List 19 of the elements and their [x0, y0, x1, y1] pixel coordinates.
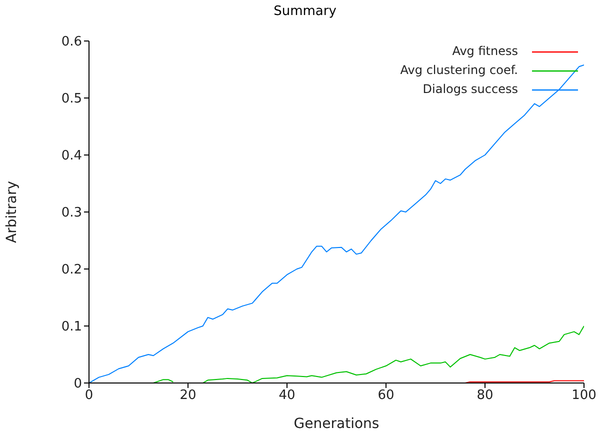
- y-tick-label: 0.5: [61, 92, 82, 107]
- x-tick-label: 100: [572, 388, 596, 404]
- legend-label: Avg fitness: [452, 43, 518, 60]
- y-tick-label: 0.3: [61, 206, 82, 221]
- y-tick-label: 0.2: [61, 262, 82, 278]
- y-tick-label: 0.6: [61, 34, 82, 50]
- y-tick-label: 0.4: [61, 148, 82, 164]
- x-tick-label: 60: [378, 388, 394, 404]
- y-tick-label: 0.1: [61, 320, 82, 335]
- x-axis-title: Generations: [294, 416, 380, 432]
- x-tick-label: 40: [278, 388, 296, 404]
- y-axis-title: Arbitrary: [4, 181, 20, 243]
- chart-title: Summary: [272, 4, 338, 19]
- y-tick-label: 0: [74, 376, 82, 392]
- legend-label: Avg clustering coef.: [400, 62, 518, 79]
- x-tick-label: 0: [84, 388, 94, 404]
- x-tick-label: 80: [476, 388, 494, 404]
- legend-label: Dialogs success: [422, 81, 518, 98]
- x-tick-label: 20: [180, 388, 196, 404]
